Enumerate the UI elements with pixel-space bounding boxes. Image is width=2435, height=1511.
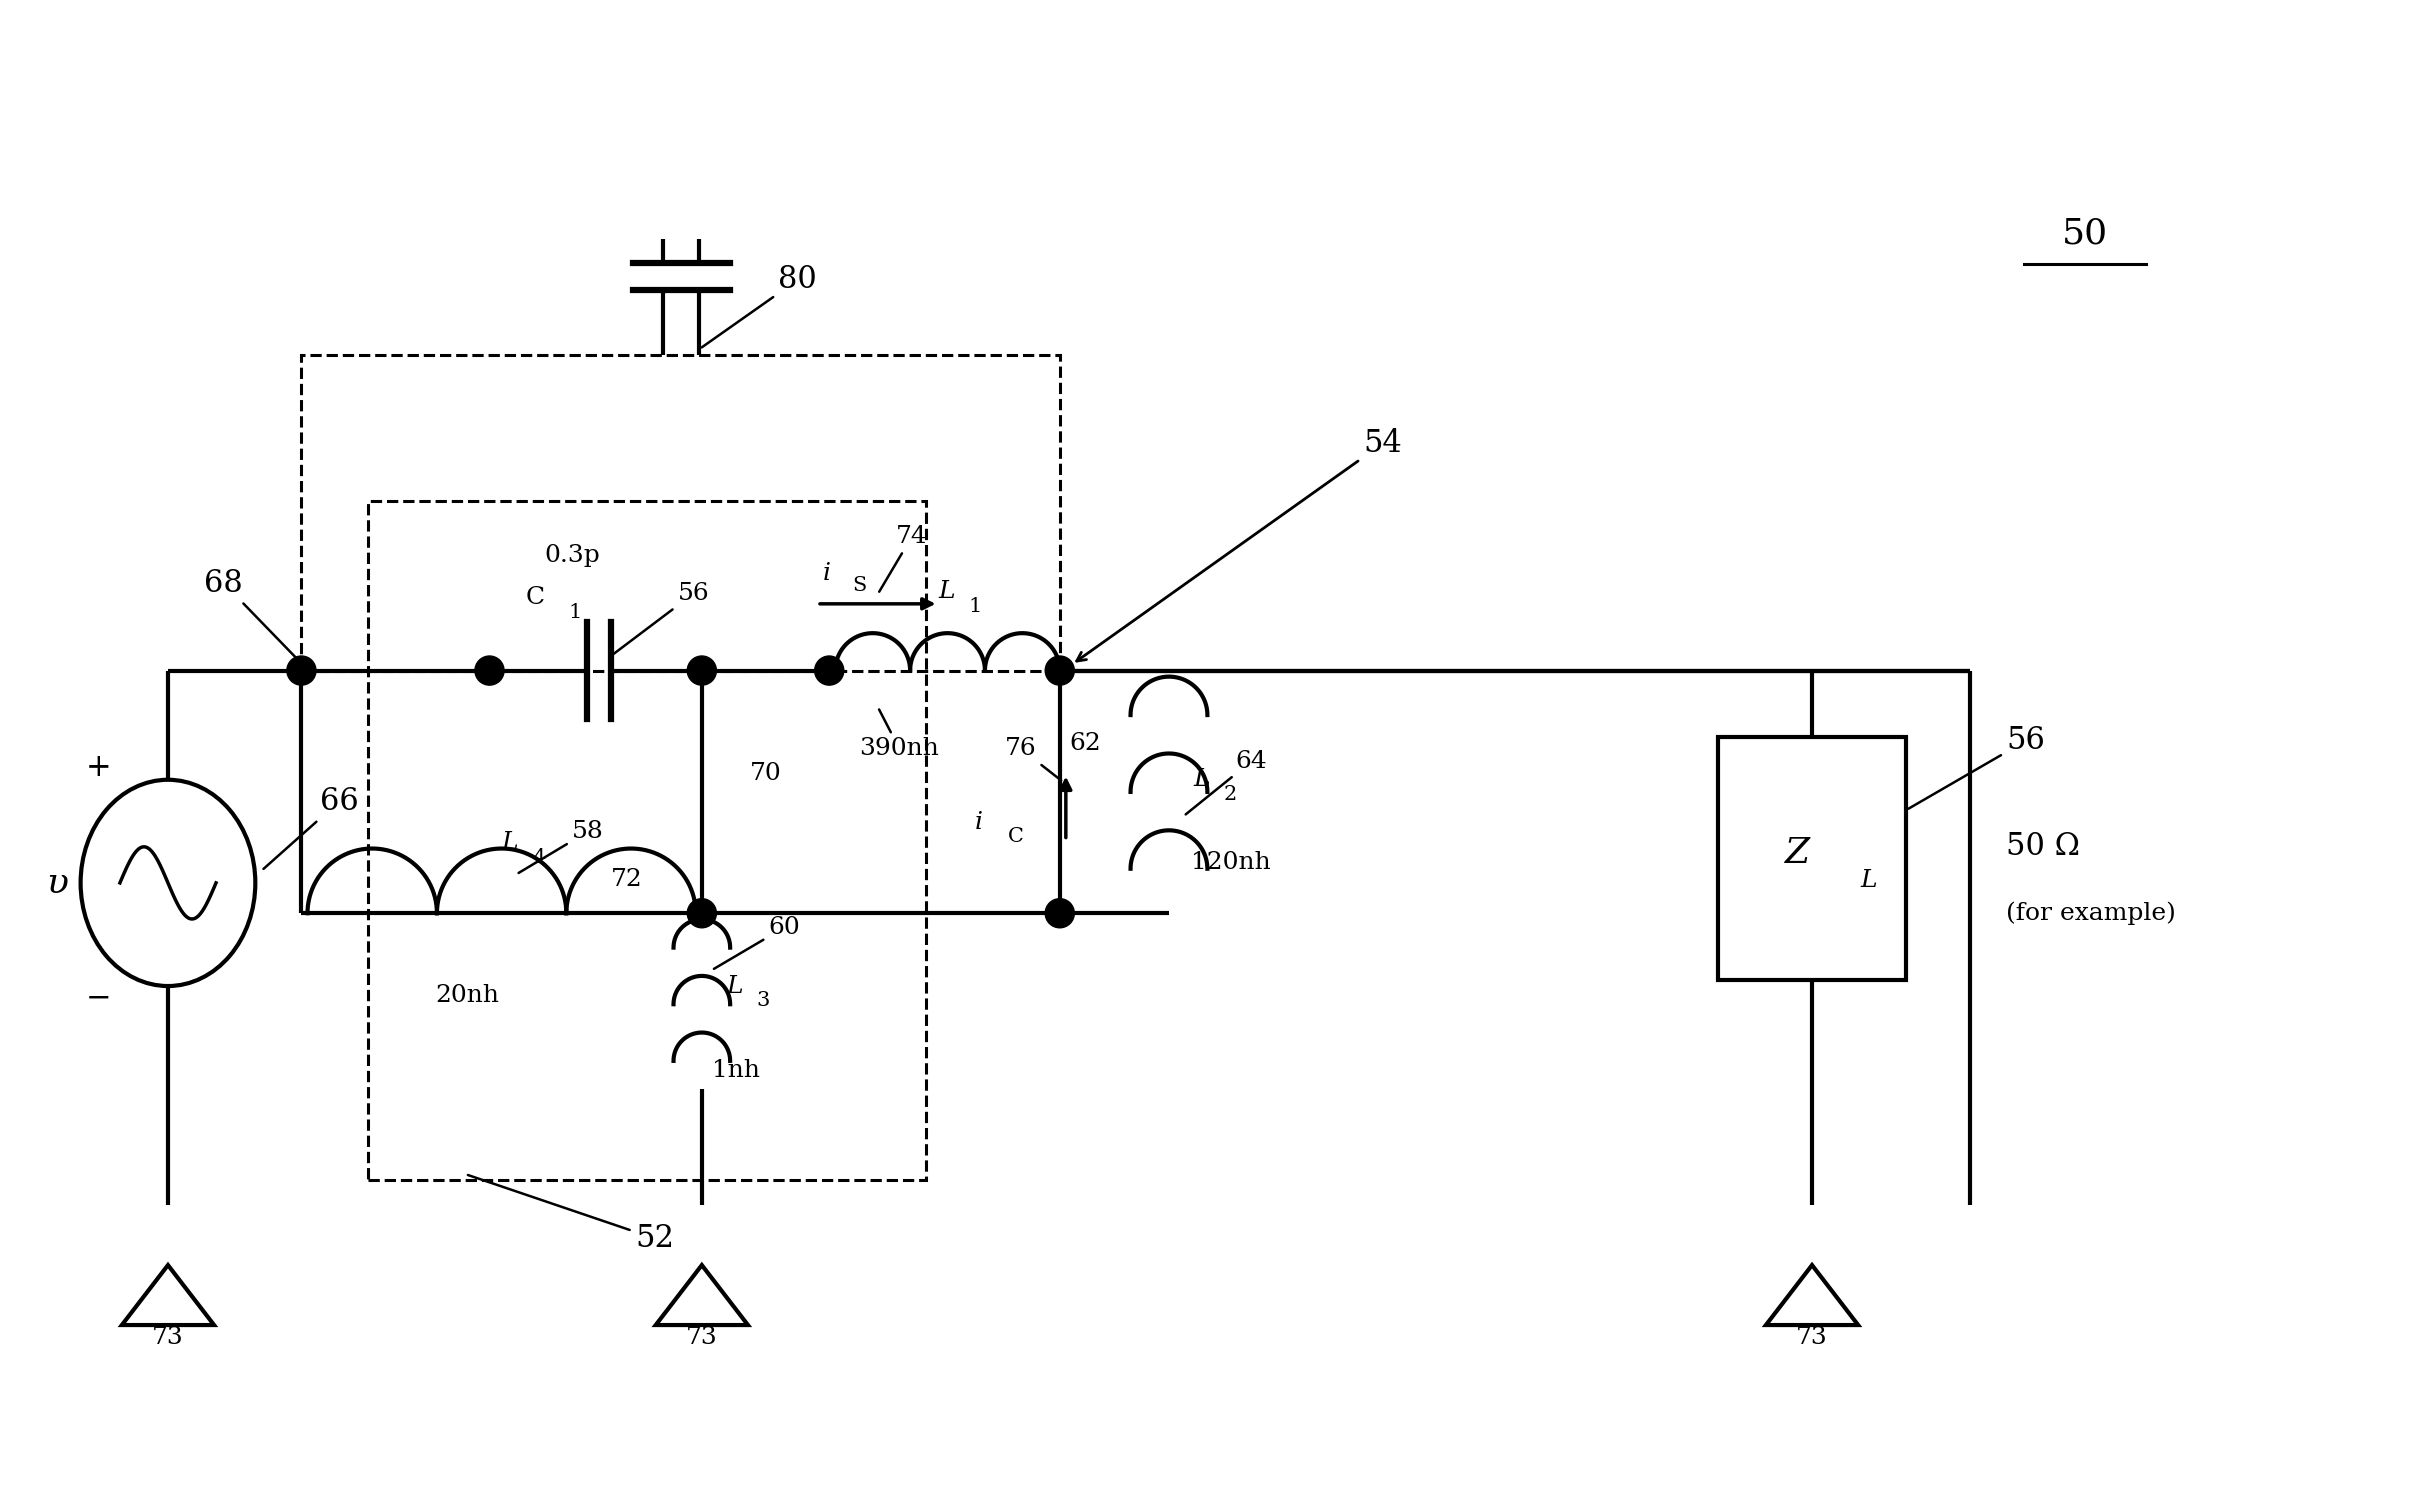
Text: 62: 62 xyxy=(1069,731,1101,756)
Circle shape xyxy=(475,656,504,684)
Text: 60: 60 xyxy=(713,916,801,969)
Text: 66: 66 xyxy=(263,786,358,869)
Text: Z: Z xyxy=(1785,836,1809,869)
Bar xyxy=(368,500,925,1180)
Text: 76: 76 xyxy=(1006,737,1062,781)
Text: 1nh: 1nh xyxy=(711,1059,760,1082)
Text: 50 Ω: 50 Ω xyxy=(2006,831,2079,861)
Circle shape xyxy=(816,656,845,684)
Text: L: L xyxy=(937,580,955,603)
Text: 1: 1 xyxy=(969,597,981,616)
Text: L: L xyxy=(502,831,519,854)
Text: −: − xyxy=(85,982,112,1014)
Text: 50: 50 xyxy=(2062,216,2109,251)
Circle shape xyxy=(1045,656,1074,684)
Text: 70: 70 xyxy=(750,762,782,786)
Text: 73: 73 xyxy=(687,1327,718,1349)
Text: 120nh: 120nh xyxy=(1191,851,1271,873)
Text: L: L xyxy=(726,975,743,997)
Text: (for example): (for example) xyxy=(2006,902,2177,925)
Text: 56: 56 xyxy=(1909,725,2045,808)
Circle shape xyxy=(287,656,317,684)
Text: 58: 58 xyxy=(519,820,604,873)
Text: 20nh: 20nh xyxy=(436,984,499,1008)
Text: 2: 2 xyxy=(1222,784,1237,804)
Text: L: L xyxy=(1860,869,1877,891)
Text: 73: 73 xyxy=(151,1327,183,1349)
Bar xyxy=(302,355,1059,671)
Text: 4: 4 xyxy=(531,848,545,867)
Text: 390nh: 390nh xyxy=(860,710,940,760)
Text: 1: 1 xyxy=(567,603,582,623)
Text: 72: 72 xyxy=(611,867,643,891)
Text: 56: 56 xyxy=(614,582,709,654)
Text: υ: υ xyxy=(46,866,68,901)
Text: C: C xyxy=(526,586,545,609)
Circle shape xyxy=(687,656,716,684)
Text: 74: 74 xyxy=(879,526,928,592)
Text: 0.3p: 0.3p xyxy=(543,544,599,567)
Text: i: i xyxy=(974,811,984,834)
Text: +: + xyxy=(85,752,112,783)
Text: 68: 68 xyxy=(205,568,297,659)
Circle shape xyxy=(687,899,716,928)
Text: 64: 64 xyxy=(1186,749,1269,814)
Text: C: C xyxy=(1008,828,1023,846)
Text: 73: 73 xyxy=(1797,1327,1829,1349)
Text: 52: 52 xyxy=(468,1176,674,1254)
Text: 3: 3 xyxy=(757,991,769,1009)
Text: i: i xyxy=(823,562,830,585)
Text: 54: 54 xyxy=(1076,428,1403,662)
Circle shape xyxy=(1045,899,1074,928)
Text: S: S xyxy=(852,576,867,595)
Text: 80: 80 xyxy=(701,264,818,348)
Bar xyxy=(1719,737,1907,981)
Text: L: L xyxy=(1193,768,1210,792)
